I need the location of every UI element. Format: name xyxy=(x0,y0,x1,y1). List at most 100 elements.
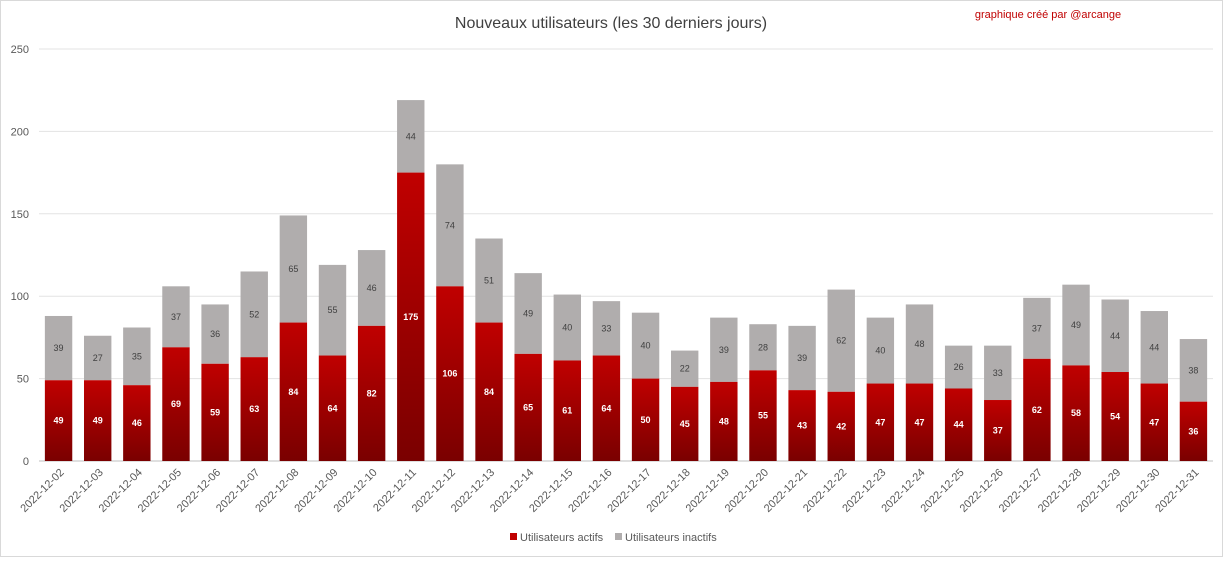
data-label-inactive: 37 xyxy=(1032,323,1042,333)
bar-inactive xyxy=(162,286,190,348)
data-label-inactive: 37 xyxy=(171,312,181,322)
gridlines xyxy=(39,48,1213,462)
bar-active xyxy=(240,357,268,461)
bar-active xyxy=(357,325,386,461)
data-label-inactive: 38 xyxy=(1188,365,1198,375)
data-label-active: 49 xyxy=(93,416,103,426)
data-label-active: 49 xyxy=(54,416,64,426)
bar-inactive xyxy=(1023,297,1051,359)
data-label-active: 65 xyxy=(523,402,533,412)
data-label-active: 84 xyxy=(484,387,494,397)
bar-active xyxy=(671,386,699,461)
bar-inactive xyxy=(318,264,347,356)
data-label-inactive: 40 xyxy=(875,346,885,356)
bar-active xyxy=(1140,383,1168,461)
data-label-inactive: 65 xyxy=(288,264,298,274)
data-label-active: 82 xyxy=(367,388,377,398)
data-label-inactive: 49 xyxy=(1071,320,1081,330)
data-label-active: 59 xyxy=(210,407,220,417)
data-label-active: 48 xyxy=(719,416,729,426)
data-label-active: 37 xyxy=(993,426,1003,436)
bar-inactive xyxy=(357,250,386,326)
bar-inactive xyxy=(514,273,542,354)
data-label-active: 47 xyxy=(914,417,924,427)
data-label-inactive: 44 xyxy=(1149,342,1159,352)
bar-inactive xyxy=(827,289,855,392)
bar-inactive xyxy=(905,304,934,384)
bar-active xyxy=(944,388,973,461)
y-tick-label: 250 xyxy=(11,44,29,56)
bar-inactive xyxy=(1062,284,1090,366)
y-tick-label: 100 xyxy=(11,291,29,303)
bar-inactive xyxy=(1140,311,1168,384)
bar-inactive xyxy=(749,324,777,371)
bar-active xyxy=(123,385,151,461)
data-label-active: 47 xyxy=(1149,417,1159,427)
data-label-active: 64 xyxy=(327,403,337,413)
bar-inactive xyxy=(201,304,229,364)
bar-active xyxy=(984,400,1012,461)
data-label-active: 45 xyxy=(680,419,690,429)
legend: Utilisateurs actifs Utilisateurs inactif… xyxy=(510,532,717,544)
data-label-active: 43 xyxy=(797,421,807,431)
bar-inactive xyxy=(671,350,699,387)
data-label-inactive: 36 xyxy=(210,329,220,339)
bar-active xyxy=(631,378,660,461)
data-label-active: 175 xyxy=(403,312,418,322)
bar-inactive xyxy=(592,301,621,356)
bar-inactive xyxy=(866,317,895,384)
data-label-inactive: 26 xyxy=(954,362,964,372)
legend-swatch-active xyxy=(510,533,517,540)
chart-credit: graphique créé par @arcange xyxy=(975,9,1121,21)
data-label-active: 69 xyxy=(171,399,181,409)
data-label-active: 58 xyxy=(1071,408,1081,418)
bar-inactive xyxy=(1101,299,1129,373)
data-label-inactive: 40 xyxy=(641,341,651,351)
bar-inactive xyxy=(397,100,425,173)
bar-active xyxy=(788,390,816,461)
bar-inactive xyxy=(1179,339,1208,402)
bar-active xyxy=(279,322,308,461)
data-label-inactive: 33 xyxy=(601,323,611,333)
bar-inactive xyxy=(710,317,738,382)
bar-active xyxy=(514,353,542,461)
bar-inactive xyxy=(44,315,73,381)
data-label-active: 106 xyxy=(442,369,457,379)
bar-inactive xyxy=(240,271,268,358)
data-label-inactive: 22 xyxy=(680,364,690,374)
data-label-inactive: 39 xyxy=(54,343,64,353)
data-label-inactive: 62 xyxy=(836,336,846,346)
data-label-inactive: 55 xyxy=(327,305,337,315)
bar-inactive xyxy=(788,325,816,391)
bar-active xyxy=(1023,358,1051,461)
data-label-inactive: 52 xyxy=(249,309,259,319)
x-axis: 2022-12-022022-12-032022-12-042022-12-05… xyxy=(18,467,1201,515)
bar-active xyxy=(436,286,464,461)
bar-active xyxy=(1062,365,1090,461)
bar-active xyxy=(905,383,934,461)
chart-title: Nouveaux utilisateurs (les 30 derniers j… xyxy=(455,15,767,32)
bar-active xyxy=(201,363,229,461)
data-label-inactive: 74 xyxy=(445,220,455,230)
data-label-active: 54 xyxy=(1110,412,1120,422)
bar-inactive xyxy=(279,215,308,323)
bar-inactive xyxy=(436,164,464,287)
y-tick-label: 150 xyxy=(11,209,29,221)
data-label-active: 63 xyxy=(249,404,259,414)
data-label-active: 47 xyxy=(875,417,885,427)
data-label-active: 62 xyxy=(1032,405,1042,415)
data-label-active: 55 xyxy=(758,411,768,421)
bars: 49 39 49 27 46 35 69 37 59 36 63 52 84 65 64 55 82 46 175 4… xyxy=(44,100,1208,461)
bar-active xyxy=(162,347,190,461)
bar-active xyxy=(866,383,895,461)
data-label-inactive: 35 xyxy=(132,351,142,361)
legend-label-active: Utilisateurs actifs xyxy=(520,532,604,544)
data-label-inactive: 33 xyxy=(993,368,1003,378)
data-label-active: 50 xyxy=(641,415,651,425)
y-tick-label: 200 xyxy=(11,126,29,138)
bar-active xyxy=(710,381,738,461)
legend-label-inactive: Utilisateurs inactifs xyxy=(625,532,717,544)
data-label-active: 84 xyxy=(288,387,298,397)
